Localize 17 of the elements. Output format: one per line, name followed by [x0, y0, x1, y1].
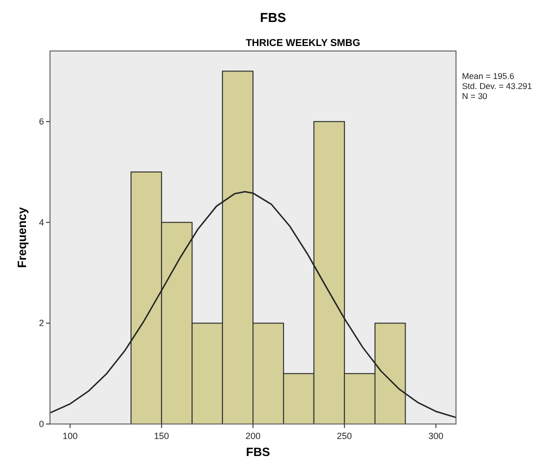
y-tick-label: 0 — [38, 419, 44, 429]
chart-title: FBS — [260, 10, 286, 25]
x-tick-label: 100 — [62, 431, 78, 441]
text: Std. Dev. = 43.291 — [462, 81, 532, 91]
y-tick-label: 2 — [38, 318, 44, 328]
x-tick-label: 250 — [336, 431, 352, 441]
y-axis-title: Frequency — [15, 206, 29, 268]
x-tick-label: 300 — [428, 431, 444, 441]
x-tick-label: 200 — [245, 431, 261, 441]
y-tick-label: 4 — [38, 217, 44, 228]
x-axis-title: FBS — [246, 445, 270, 459]
text: Mean = 195.6 — [462, 71, 514, 81]
line-series — [50, 190, 456, 418]
text: N = 30 — [462, 91, 488, 101]
y-tick-label: 6 — [38, 116, 44, 127]
chart-subtitle: THRICE WEEKLY SMBG — [246, 38, 360, 49]
x-tick-label: 150 — [154, 431, 170, 441]
